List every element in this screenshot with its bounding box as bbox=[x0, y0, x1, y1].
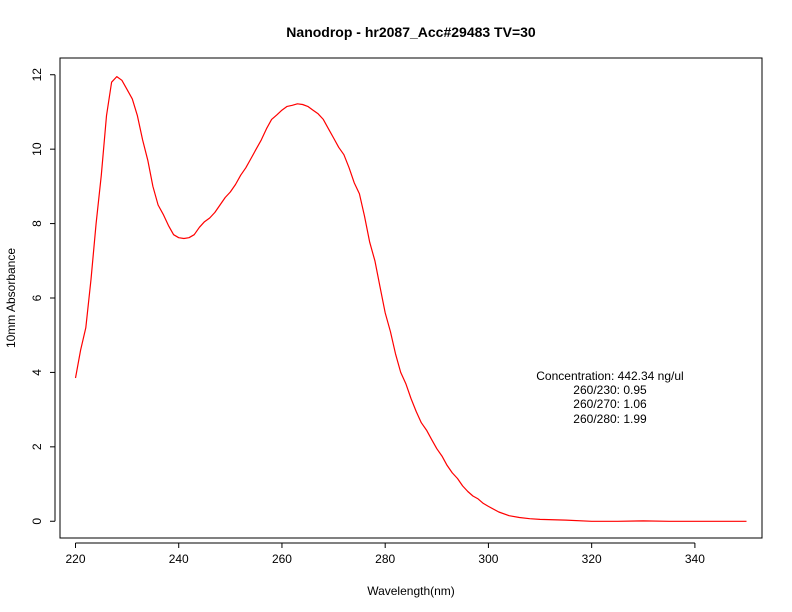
y-tick-label: 0 bbox=[30, 518, 44, 525]
y-axis-label: 10mm Absorbance bbox=[4, 248, 18, 348]
y-tick-label: 10 bbox=[30, 142, 44, 156]
annotation-ratio-260-280: 260/280: 1.99 bbox=[573, 412, 647, 426]
x-axis-label: Wavelength(nm) bbox=[367, 584, 455, 598]
x-tick-label: 220 bbox=[65, 552, 85, 566]
x-tick-label: 340 bbox=[685, 552, 705, 566]
x-tick-label: 240 bbox=[169, 552, 189, 566]
y-tick-label: 4 bbox=[30, 369, 44, 376]
x-axis: 220 240 260 280 300 320 340 bbox=[65, 542, 705, 566]
plot-area-border bbox=[59, 57, 763, 539]
x-tick-label: 280 bbox=[375, 552, 395, 566]
y-tick-label: 8 bbox=[30, 220, 44, 227]
annotation-group: Concentration: 442.34 ng/ul 260/230: 0.9… bbox=[536, 369, 683, 426]
annotation-ratio-260-270: 260/270: 1.06 bbox=[573, 397, 647, 411]
y-tick-label: 6 bbox=[30, 294, 44, 301]
series-layer bbox=[74, 75, 747, 522]
y-tick-label: 2 bbox=[30, 443, 44, 450]
y-axis: 0 2 4 6 8 10 12 bbox=[30, 68, 56, 525]
series-line-0 bbox=[74, 75, 747, 522]
y-tick-label: 12 bbox=[30, 68, 44, 82]
chart-title: Nanodrop - hr2087_Acc#29483 TV=30 bbox=[286, 24, 536, 40]
annotation-concentration: Concentration: 442.34 ng/ul bbox=[536, 369, 683, 383]
annotation-ratio-260-230: 260/230: 0.95 bbox=[573, 383, 647, 397]
x-tick-label: 300 bbox=[478, 552, 498, 566]
x-tick-label: 320 bbox=[582, 552, 602, 566]
x-tick-label: 260 bbox=[272, 552, 292, 566]
